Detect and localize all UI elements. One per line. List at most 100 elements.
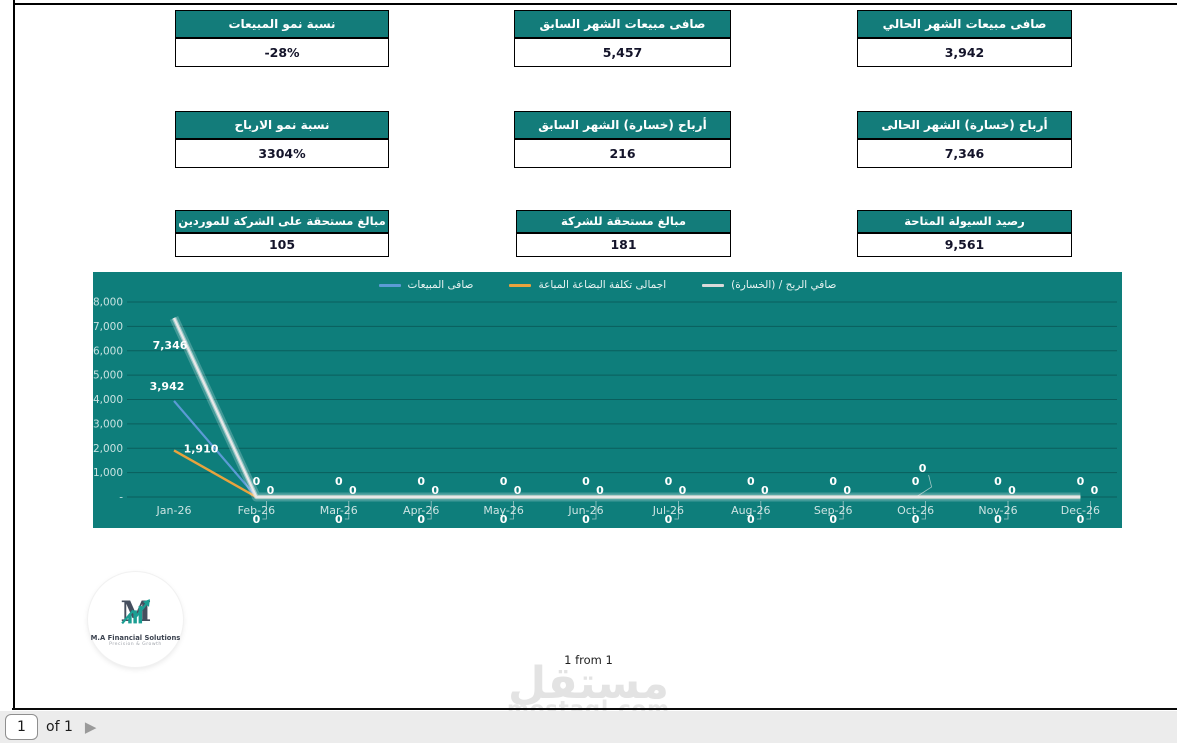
svg-text:8,000: 8,000 — [93, 297, 123, 309]
chart-canvas: - 1,000 2,000 3,000 4,000 5,000 6,000 7,000 8,00… — [93, 297, 1117, 526]
svg-text:0: 0 — [994, 513, 1002, 526]
kpi-value: 3304% — [175, 139, 389, 168]
svg-text:0: 0 — [1077, 513, 1085, 526]
svg-text:1,000: 1,000 — [93, 467, 123, 479]
svg-text:0: 0 — [514, 484, 522, 497]
svg-text:0: 0 — [761, 484, 769, 497]
svg-text:Apr-26: Apr-26 — [403, 504, 439, 517]
financial-trend-chart: صافى المبيعات اجمالى تكلفة البضاعة المباع… — [93, 272, 1122, 528]
svg-text:0: 0 — [335, 513, 343, 526]
svg-text:0: 0 — [829, 475, 837, 488]
svg-text:-: - — [119, 492, 123, 504]
logo-tagline: Precision & Growth — [109, 641, 162, 647]
svg-text:3,000: 3,000 — [93, 418, 123, 430]
svg-text:0: 0 — [912, 475, 920, 488]
kpi-title: نسبة نمو المبيعات — [175, 10, 389, 38]
kpi-title: صافى مبيعات الشهر الحالي — [857, 10, 1072, 38]
legend-item: صافي الربح / (الخسارة) — [702, 279, 836, 291]
legend-label: اجمالى تكلفة البضاعة المباعة — [538, 279, 667, 291]
svg-text:3,942: 3,942 — [150, 380, 185, 393]
page-number-input[interactable] — [5, 714, 38, 740]
legend-item: اجمالى تكلفة البضاعة المباعة — [509, 279, 666, 291]
kpi-title: رصيد السيولة المتاحة — [857, 210, 1072, 233]
kpi-value: 7,346 — [857, 139, 1072, 168]
svg-text:Oct-26: Oct-26 — [897, 504, 934, 517]
svg-text:0: 0 — [417, 513, 425, 526]
svg-text:0: 0 — [335, 475, 343, 488]
kpi-title: صافى مبيعات الشهر السابق — [514, 10, 731, 38]
svg-text:0: 0 — [919, 462, 927, 475]
svg-text:0: 0 — [829, 513, 837, 526]
pagination-bar: of 1 ▶ — [0, 711, 1177, 743]
svg-text:2,000: 2,000 — [93, 443, 123, 455]
kpi-card-prev-month-net-sales: صافى مبيعات الشهر السابق 5,457 — [514, 10, 731, 67]
svg-text:0: 0 — [665, 513, 673, 526]
svg-text:Jan-26: Jan-26 — [156, 504, 192, 517]
svg-text:0: 0 — [665, 475, 673, 488]
legend-item: صافى المبيعات — [378, 279, 474, 291]
kpi-card-receivables: مبالغ مستحقة للشركة 181 — [516, 210, 731, 257]
kpi-card-prev-month-profit: أرباح (خسارة) الشهر السابق 216 — [514, 111, 731, 168]
svg-text:0: 0 — [431, 484, 439, 497]
svg-text:5,000: 5,000 — [93, 370, 123, 382]
kpi-value: 216 — [514, 139, 731, 168]
kpi-title: أرباح (خسارة) الشهر السابق — [514, 111, 731, 139]
kpi-value: 105 — [175, 233, 389, 257]
svg-text:0: 0 — [1008, 484, 1016, 497]
svg-text:0: 0 — [267, 484, 275, 497]
kpi-value: -28% — [175, 38, 389, 67]
svg-text:0: 0 — [596, 484, 604, 497]
legend-label: صافى المبيعات — [407, 279, 474, 291]
kpi-value: 9,561 — [857, 233, 1072, 257]
svg-text:0: 0 — [679, 484, 687, 497]
svg-text:7,346: 7,346 — [153, 339, 188, 352]
svg-text:0: 0 — [1091, 484, 1099, 497]
page-border-top — [13, 3, 1177, 5]
svg-text:0: 0 — [582, 513, 590, 526]
kpi-value: 5,457 — [514, 38, 731, 67]
svg-text:0: 0 — [253, 475, 261, 488]
svg-text:0: 0 — [500, 513, 508, 526]
kpi-card-profit-growth: نسبة نمو الارباح 3304% — [175, 111, 389, 168]
kpi-card-current-month-net-sales: صافى مبيعات الشهر الحالي 3,942 — [857, 10, 1072, 67]
legend-line-swatch — [702, 283, 725, 287]
svg-text:0: 0 — [912, 513, 920, 526]
kpi-card-payables-to-suppliers: مبالغ مستحقة على الشركة للموردين 105 — [175, 210, 389, 257]
legend-line-swatch — [509, 283, 532, 287]
legend-line-swatch — [378, 283, 401, 287]
svg-text:0: 0 — [1077, 475, 1085, 488]
kpi-card-sales-growth: نسبة نمو المبيعات -28% — [175, 10, 389, 67]
page-border-left — [13, 0, 15, 709]
kpi-value: 3,942 — [857, 38, 1072, 67]
page-border-bottom — [12, 708, 1177, 710]
next-page-icon[interactable]: ▶ — [84, 717, 97, 736]
svg-text:0: 0 — [994, 475, 1002, 488]
svg-text:0: 0 — [747, 475, 755, 488]
kpi-title: نسبة نمو الارباح — [175, 111, 389, 139]
kpi-card-available-liquidity: رصيد السيولة المتاحة 9,561 — [857, 210, 1072, 257]
svg-text:0: 0 — [349, 484, 357, 497]
kpi-title: مبالغ مستحقة للشركة — [516, 210, 731, 233]
svg-text:6,000: 6,000 — [93, 345, 123, 357]
svg-text:Mar-26: Mar-26 — [320, 504, 358, 517]
legend-label: صافي الربح / (الخسارة) — [731, 279, 837, 291]
sheet-page-label: 1 from 1 — [564, 653, 613, 667]
svg-text:0: 0 — [582, 475, 590, 488]
page-count-label: of 1 — [46, 719, 73, 735]
kpi-title: مبالغ مستحقة على الشركة للموردين — [175, 210, 389, 233]
kpi-title: أرباح (خسارة) الشهر الحالى — [857, 111, 1072, 139]
svg-text:7,000: 7,000 — [93, 321, 123, 333]
logo-monogram-icon: M — [120, 594, 151, 627]
svg-text:0: 0 — [843, 484, 851, 497]
svg-text:Feb-26: Feb-26 — [238, 504, 275, 517]
chart-legend: صافى المبيعات اجمالى تكلفة البضاعة المباع… — [93, 279, 1122, 291]
watermark-arabic: مستقل — [508, 658, 669, 709]
svg-text:Jun-26: Jun-26 — [567, 504, 603, 517]
svg-text:Jul-26: Jul-26 — [652, 504, 684, 517]
kpi-value: 181 — [516, 233, 731, 257]
svg-text:0: 0 — [747, 513, 755, 526]
svg-text:0: 0 — [253, 513, 261, 526]
logo-name: M.A Financial Solutions — [90, 633, 181, 642]
svg-text:0: 0 — [500, 475, 508, 488]
